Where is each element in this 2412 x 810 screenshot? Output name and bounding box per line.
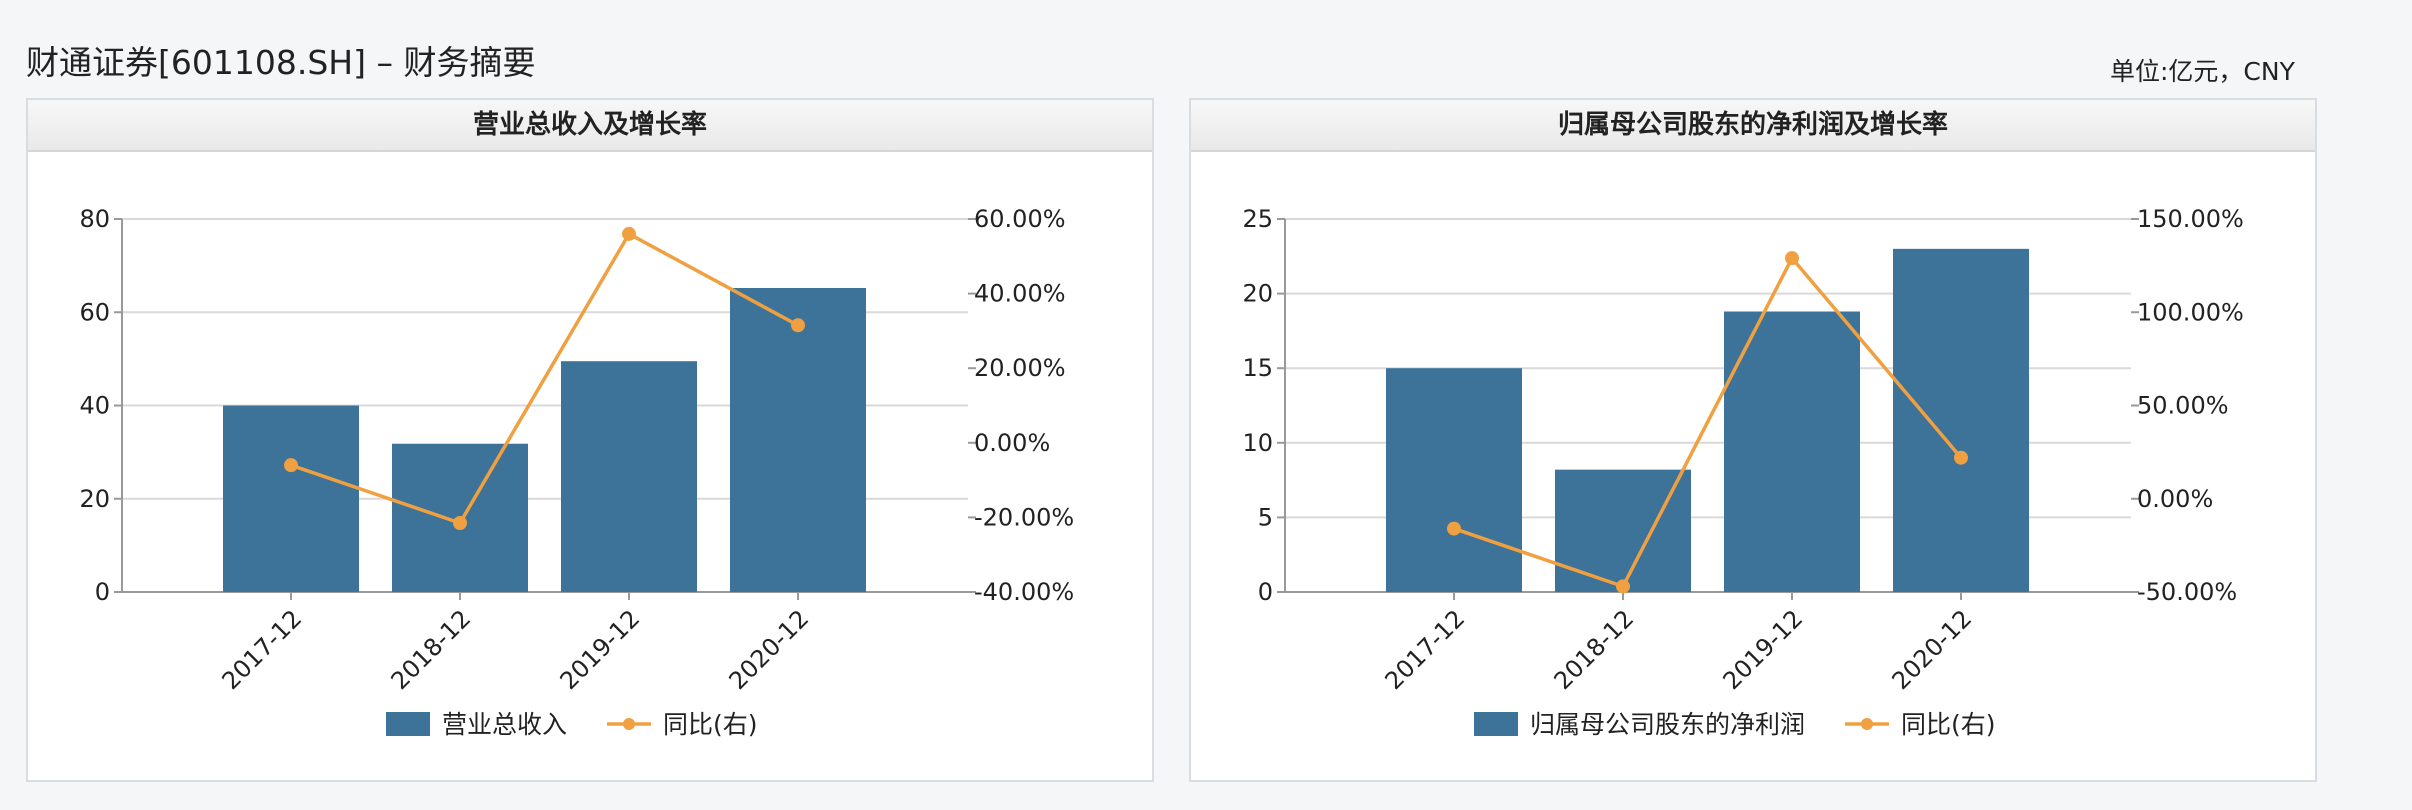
- right-tick-label: 100.00%: [2137, 298, 2244, 326]
- page-title: 财通证券[601108.SH] – 财务摘要: [26, 43, 536, 82]
- growth-point: [791, 318, 805, 333]
- left-tick-label: 0: [95, 578, 110, 606]
- right-tick-label: 40.00%: [974, 280, 1066, 308]
- bar: [1893, 248, 2029, 592]
- right-tick-label: -50.00%: [2137, 578, 2237, 606]
- right-tick-label: 0.00%: [2137, 485, 2213, 513]
- category-label: 2017-12: [1380, 604, 1471, 695]
- bar: [1724, 311, 1860, 592]
- growth-point: [622, 226, 636, 241]
- left-tick-label: 0: [1258, 578, 1273, 606]
- revenue-chart-title: 营业总收入及增长率: [28, 100, 1152, 152]
- net-profit-chart-title: 归属母公司股东的净利润及增长率: [1191, 100, 2315, 152]
- bar: [1555, 469, 1691, 592]
- net-profit-chart-svg: 0 5 10 15 20 25 -50.00% 0.00% 50.00% 100.00% 150.0…: [1242, 205, 2244, 739]
- legend-line-marker: [623, 718, 635, 730]
- left-tick-label: 15: [1242, 354, 1273, 382]
- left-tick-label: 20: [1242, 280, 1273, 308]
- growth-line: [1453, 255, 1963, 589]
- legend-line-marker: [1861, 718, 1873, 730]
- category-label: 2018-12: [1549, 604, 1640, 695]
- right-tick-label: 50.00%: [2137, 392, 2229, 420]
- right-tick-label: -20.00%: [974, 503, 1074, 531]
- unit-label: 单位:亿元，CNY: [2110, 57, 2295, 86]
- left-tick-label: 25: [1242, 205, 1273, 233]
- left-tick-label: 5: [1258, 503, 1273, 531]
- left-tick-label: 80: [79, 205, 110, 233]
- category-label: 2017-12: [217, 604, 308, 695]
- revenue-chart-panel: 营业总收入及增长率 0 20 40 60 80 -40.00% -20.00% 0.00% 20…: [26, 98, 1154, 782]
- growth-point: [1447, 521, 1461, 536]
- legend-line-label: 同比(右): [663, 710, 758, 739]
- growth-point: [284, 458, 298, 473]
- bar: [561, 361, 697, 592]
- category-label: 2020-12: [724, 604, 815, 695]
- legend-bar-label: 归属母公司股东的净利润: [1530, 710, 1805, 739]
- growth-point: [1954, 450, 1968, 465]
- bar: [1386, 368, 1522, 592]
- category-label: 2019-12: [1718, 604, 1809, 695]
- left-tick-label: 20: [79, 485, 110, 513]
- right-tick-label: 0.00%: [974, 429, 1050, 457]
- bar: [223, 405, 359, 592]
- right-tick-label: -40.00%: [974, 578, 1074, 606]
- legend-bar-swatch: [1474, 712, 1518, 736]
- growth-point: [1785, 251, 1799, 266]
- legend-bar-swatch: [386, 712, 430, 736]
- right-tick-label: 150.00%: [2137, 205, 2244, 233]
- left-tick-label: 40: [79, 392, 110, 420]
- legend-line-label: 同比(右): [1901, 710, 1996, 739]
- net-profit-chart-panel: 归属母公司股东的净利润及增长率 0 5 10 15 20 25 -50.00% 0.00% 50…: [1189, 98, 2317, 782]
- left-tick-label: 10: [1242, 429, 1273, 457]
- revenue-chart-svg: 0 20 40 60 80 -40.00% -20.00% 0.00% 20.00% 40.00%…: [79, 205, 1074, 739]
- right-tick-label: 20.00%: [974, 354, 1066, 382]
- legend-bar-label: 营业总收入: [442, 710, 567, 739]
- growth-point: [1616, 579, 1630, 594]
- growth-line: [290, 231, 799, 526]
- left-tick-label: 60: [79, 298, 110, 326]
- right-tick-label: 60.00%: [974, 205, 1066, 233]
- category-label: 2019-12: [555, 604, 646, 695]
- growth-point: [453, 515, 467, 530]
- bar: [730, 288, 866, 592]
- category-label: 2020-12: [1887, 604, 1978, 695]
- category-label: 2018-12: [386, 604, 477, 695]
